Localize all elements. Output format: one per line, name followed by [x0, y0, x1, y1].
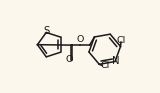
Text: O: O: [76, 35, 84, 44]
Text: S: S: [44, 26, 50, 36]
Text: Cl: Cl: [101, 61, 110, 70]
Text: Cl: Cl: [116, 36, 126, 45]
Text: O: O: [65, 55, 72, 64]
Text: N: N: [112, 56, 120, 66]
